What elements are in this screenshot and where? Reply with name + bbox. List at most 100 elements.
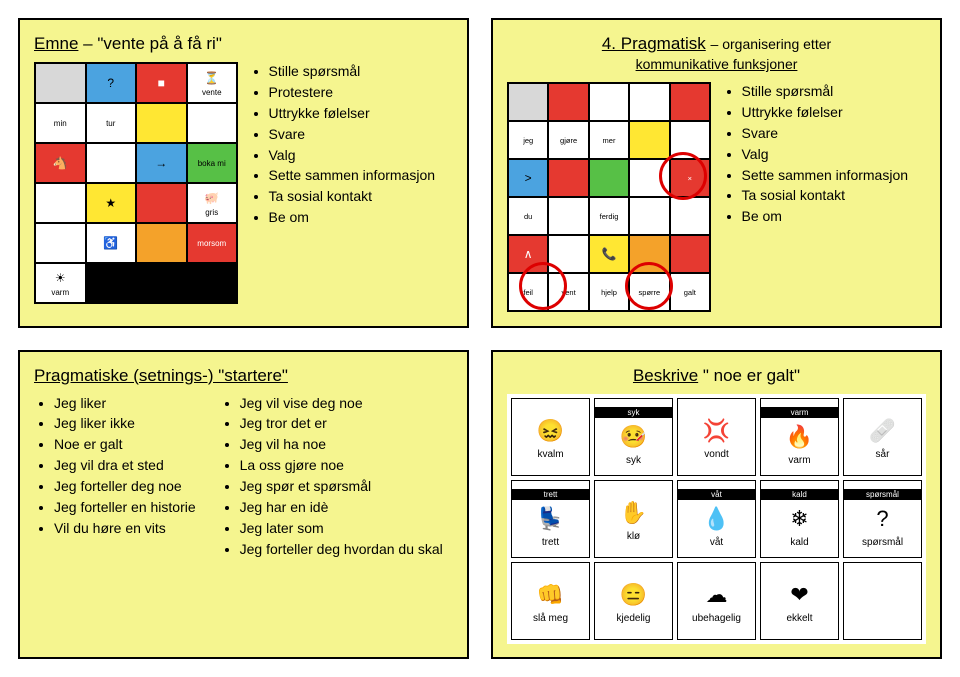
symbol-cell [671, 84, 709, 120]
symbol-label: våt [710, 537, 723, 548]
symbol-cell [137, 224, 186, 262]
symbol-cell [509, 84, 547, 120]
symbol-label: tur [106, 119, 115, 128]
symbol-cell: 🩹sår [843, 398, 922, 476]
bullet-item: Ta sosial kontakt [269, 187, 454, 206]
symbol-icon: ✋ [617, 496, 651, 530]
slide4-title-left: Beskrive [633, 366, 698, 385]
bullet-item: Be om [269, 208, 454, 227]
symbol-icon: 👊 [534, 578, 568, 612]
symbol-header: spørsmål [844, 489, 921, 500]
symbol-cell [630, 84, 668, 120]
symbol-cell [590, 84, 628, 120]
symbol-label: mer [603, 136, 616, 145]
symbol-icon: 📞 [600, 245, 618, 263]
symbol-cell [36, 184, 85, 222]
symbol-icon: ∧ [519, 245, 537, 263]
bullet-item: Jeg liker [54, 394, 196, 413]
bullet-item: Jeg forteller deg noe [54, 477, 196, 496]
bullet-item: Svare [742, 124, 927, 143]
symbol-header: våt [678, 489, 755, 500]
bullet-item: Uttrykke følelser [742, 103, 927, 122]
symbol-cell [671, 198, 709, 234]
symbol-header: trett [512, 489, 589, 500]
symbol-cell: vent [549, 274, 587, 310]
symbol-icon: 🤒 [617, 420, 651, 454]
symbol-icon: > [519, 169, 537, 187]
bullet-item: Valg [742, 145, 927, 164]
slide2-symbol-grid: jeggjøremer>×duferdig∧📞feilventhjelpspør… [507, 82, 711, 312]
symbol-cell: jeg [509, 122, 547, 158]
symbol-label: vente [202, 88, 222, 97]
symbol-header: syk [595, 407, 672, 418]
symbol-label: min [54, 119, 67, 128]
bullet-item: Valg [269, 146, 454, 165]
symbol-label: du [524, 212, 532, 221]
symbol-cell: → [137, 144, 186, 182]
symbol-cell [671, 236, 709, 272]
slide-startere: Pragmatiske (setnings-) "startere" Jeg l… [18, 350, 469, 660]
symbol-cell [87, 144, 136, 182]
symbol-cell: morsom [188, 224, 237, 262]
bullet-item: Stille spørsmål [269, 62, 454, 81]
symbol-icon: 💢 [700, 414, 734, 448]
symbol-icon: ⏳ [203, 69, 221, 87]
symbol-cell [188, 104, 237, 142]
symbol-cell: ? [87, 64, 136, 102]
slide4-title: Beskrive " noe er galt" [507, 366, 926, 386]
symbol-icon: 🐴 [51, 154, 69, 172]
symbol-cell [549, 236, 587, 272]
symbol-cell: varm🔥varm [760, 398, 839, 476]
symbol-cell: kald❄kald [760, 480, 839, 558]
symbol-label: hjelp [601, 288, 617, 297]
symbol-cell: 🐖gris [188, 184, 237, 222]
symbol-cell: galt [671, 274, 709, 310]
symbol-cell [137, 184, 186, 222]
symbol-icon: → [152, 154, 170, 172]
symbol-cell: spørsmål?spørsmål [843, 480, 922, 558]
symbol-icon: 😖 [534, 414, 568, 448]
symbol-label: boka mi [198, 159, 226, 168]
symbol-icon: 🔥 [783, 420, 817, 454]
symbol-cell: spørre [630, 274, 668, 310]
bullet-item: Svare [269, 125, 454, 144]
slide1-title-left: Emne [34, 34, 78, 53]
symbol-cell: våt💧våt [677, 480, 756, 558]
symbol-icon: 💺 [534, 502, 568, 536]
symbol-cell: 🐴 [36, 144, 85, 182]
symbol-cell: trett💺trett [511, 480, 590, 558]
symbol-label: vent [562, 288, 576, 297]
symbol-cell: hjelp [590, 274, 628, 310]
slide-beskrive: Beskrive " noe er galt" 😖kvalmsyk🤒syk💢vo… [491, 350, 942, 660]
symbol-icon: ❤ [783, 578, 817, 612]
symbol-icon: 💧 [700, 502, 734, 536]
symbol-label: ekkelt [786, 613, 812, 624]
symbol-label: ferdig [600, 212, 619, 221]
slide3-title: Pragmatiske (setnings-) "startere" [34, 366, 453, 386]
symbol-icon: 😑 [617, 578, 651, 612]
slide2-title-sub-a: organisering etter [722, 36, 831, 52]
bullet-item: Jeg forteller deg hvordan du skal [240, 540, 443, 559]
slide2-title-sub-b: kommunikative funksjoner [636, 56, 798, 72]
symbol-label: gjøre [560, 136, 577, 145]
bullet-item: Noe er galt [54, 435, 196, 454]
symbol-cell: ✋klø [594, 480, 673, 558]
symbol-cell: ☀varm [36, 264, 85, 302]
symbol-cell: ☁ubehagelig [677, 562, 756, 640]
symbol-cell: mer [590, 122, 628, 158]
bullet-item: Jeg later som [240, 519, 443, 538]
symbol-cell: ∧ [509, 236, 547, 272]
slide2-title-main: 4. Pragmatisk [602, 34, 706, 53]
slide1-bullets: Stille spørsmålProtestereUttrykke følels… [249, 62, 454, 227]
symbol-cell [549, 84, 587, 120]
symbol-icon: ♿ [102, 234, 120, 252]
symbol-label: trett [542, 537, 559, 548]
bullet-item: La oss gjøre noe [240, 456, 443, 475]
symbol-cell: ★ [87, 184, 136, 222]
symbol-cell [630, 198, 668, 234]
symbol-label: slå meg [533, 613, 568, 624]
symbol-label: spørre [639, 288, 661, 297]
symbol-label: galt [684, 288, 696, 297]
symbol-cell: syk🤒syk [594, 398, 673, 476]
symbol-cell: × [671, 160, 709, 196]
